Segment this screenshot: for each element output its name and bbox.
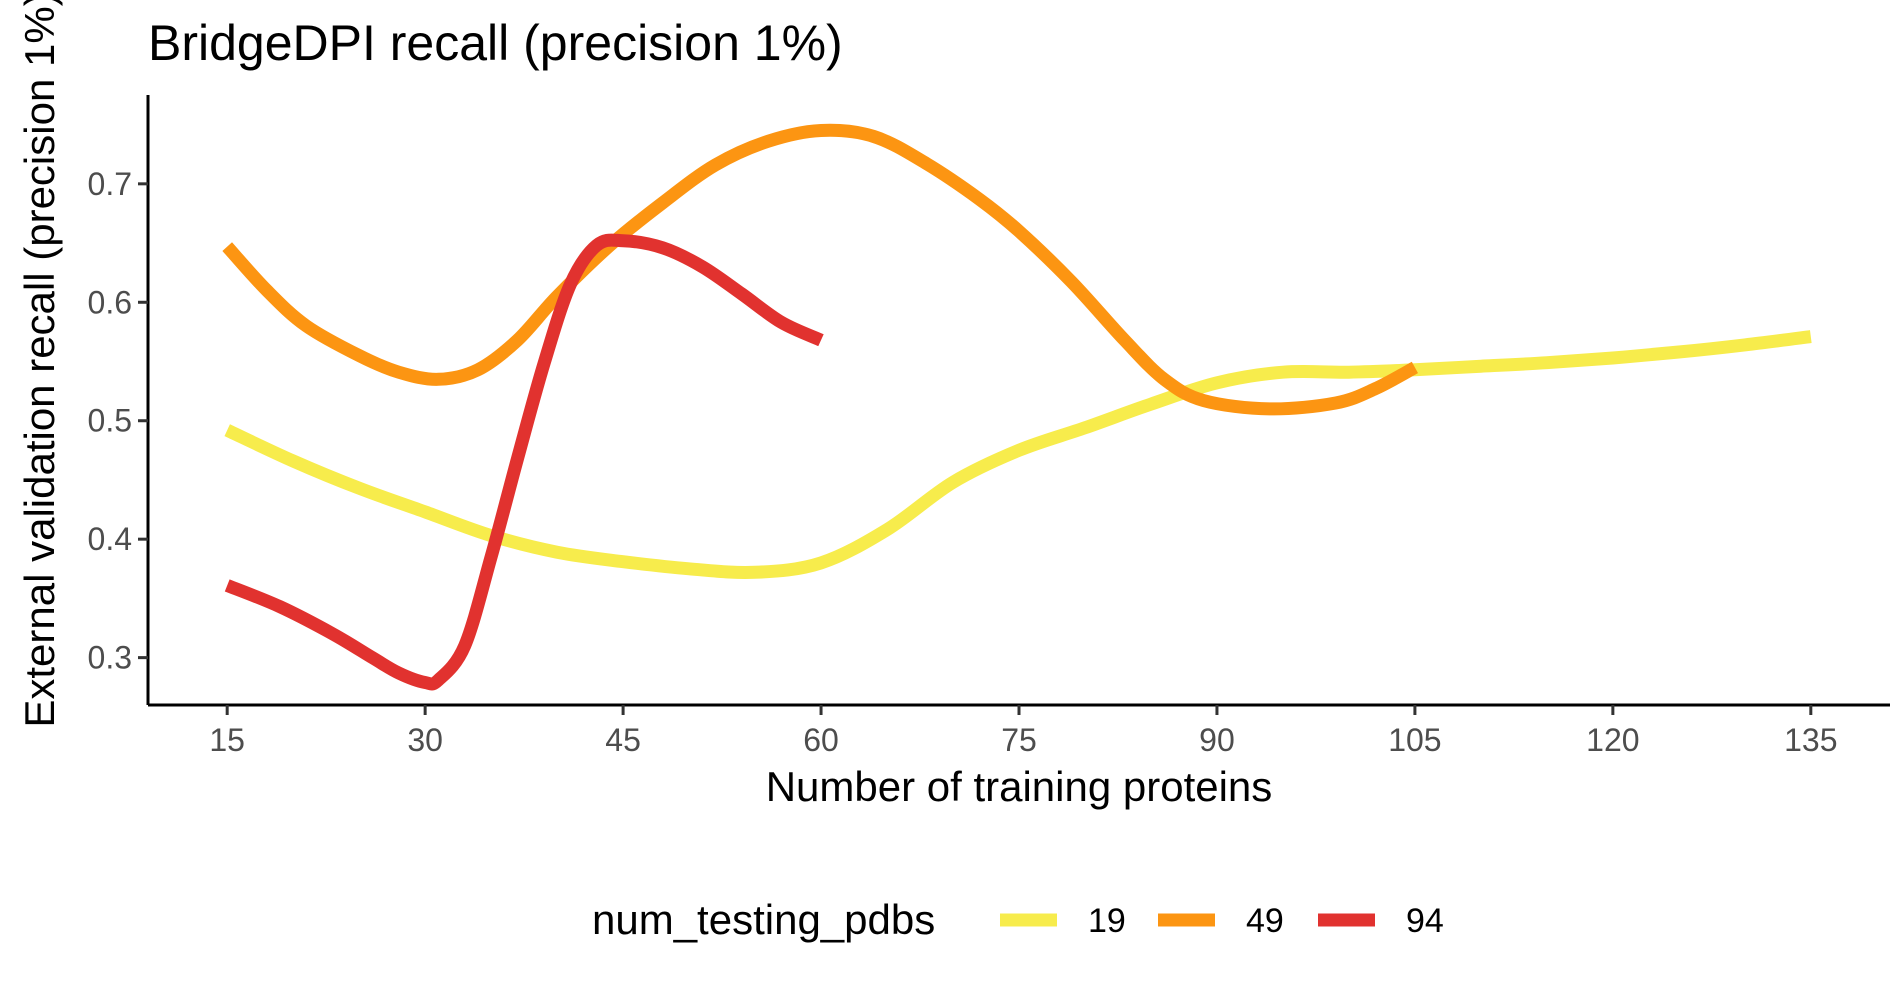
axes: 0.3 0.4 0.5 0.6 0.7 15 30 45 60 75 90 105 120 135 (88, 95, 1890, 758)
x-tick-label: 45 (605, 722, 641, 758)
series-line-49 (222, 123, 1419, 416)
y-tick-label: 0.3 (88, 640, 132, 676)
x-tick-label: 75 (1001, 722, 1037, 758)
legend: num_testing_pdbs 19 49 94 (592, 896, 1444, 943)
series-line-94 (224, 233, 824, 691)
x-tick-label: 60 (803, 722, 839, 758)
y-axis-title: External validation recall (precision 1%… (16, 0, 63, 728)
x-tick-label: 30 (407, 722, 443, 758)
legend-entries: 19 49 94 (1000, 902, 1444, 940)
x-tick-label: 15 (209, 722, 245, 758)
x-ticks: 15 30 45 60 75 90 105 120 135 (209, 705, 1838, 758)
y-tick-label: 0.7 (88, 166, 132, 202)
legend-label-94: 94 (1406, 902, 1444, 940)
y-ticks: 0.3 0.4 0.5 0.6 0.7 (88, 166, 148, 676)
x-tick-label: 135 (1784, 722, 1837, 758)
y-tick-label: 0.6 (88, 284, 132, 320)
y-tick-label: 0.5 (88, 403, 132, 439)
series-layer (222, 123, 1812, 691)
chart-title: BridgeDPI recall (precision 1%) (148, 15, 843, 71)
legend-title: num_testing_pdbs (592, 896, 935, 943)
y-tick-label: 0.4 (88, 521, 132, 557)
legend-label-19: 19 (1088, 902, 1126, 940)
legend-label-49: 49 (1246, 902, 1284, 940)
x-tick-label: 120 (1586, 722, 1639, 758)
x-tick-label: 90 (1199, 722, 1235, 758)
x-axis-title: Number of training proteins (766, 763, 1273, 810)
x-tick-label: 105 (1388, 722, 1441, 758)
